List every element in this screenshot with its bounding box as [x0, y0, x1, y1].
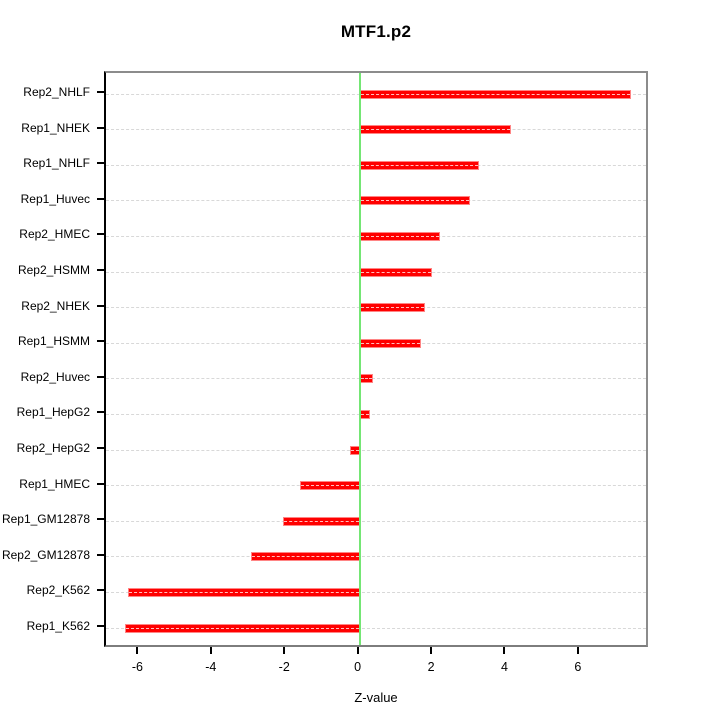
y-tick-label-Rep2_Huvec: Rep2_Huvec — [20, 369, 90, 384]
y-tick-label-Rep1_HMEC: Rep1_HMEC — [19, 476, 90, 491]
y-tick-label-Rep2_HSMM: Rep2_HSMM — [17, 263, 90, 277]
y-tick-label-Rep2_NHLF: Rep2_NHLF — [23, 85, 90, 99]
y-axis-tick — [97, 197, 104, 200]
x-axis-title: Z-value — [354, 690, 398, 705]
y-axis-tick — [97, 91, 104, 93]
y-tick-label-Rep1_NHLF: Rep1_NHLF — [23, 156, 90, 171]
x-tick-label-6: 6 — [574, 660, 582, 674]
bar-Rep1_HSMM — [359, 338, 421, 348]
bar-Rep2_HMEC — [359, 231, 441, 241]
gridline-over-bar — [360, 93, 631, 95]
x-tick-label-0: 0 — [354, 660, 362, 674]
x-axis-tick — [283, 647, 286, 654]
y-axis-tick — [97, 233, 104, 236]
gridline-over-bar — [360, 342, 420, 344]
x-tick-label-2: 2 — [427, 660, 435, 674]
y-axis-tick — [97, 269, 104, 271]
x-axis-tick — [576, 647, 579, 654]
y-axis-tick — [97, 447, 104, 449]
y-axis-tick — [97, 518, 104, 521]
y-axis-tick — [97, 375, 104, 378]
y-tick-label-Rep2_K562: Rep2_K562 — [26, 583, 90, 598]
bar-Rep1_HMEC — [299, 481, 360, 491]
gridline-over-bar — [360, 378, 372, 380]
gridline-over-bar — [129, 591, 359, 593]
y-tick-label-Rep2_GM12878: Rep2_GM12878 — [1, 547, 90, 562]
y-axis-tick — [97, 126, 104, 129]
bar-Rep1_NHLF — [359, 160, 479, 170]
y-tick-label-Rep1_HepG2: Rep1_HepG2 — [16, 405, 90, 420]
x-tick-label--6: -6 — [131, 660, 143, 674]
y-tick-label-Rep1_GM12878: Rep1_GM12878 — [1, 512, 90, 527]
gridline — [106, 413, 646, 415]
x-tick-label--4: -4 — [205, 660, 217, 674]
y-tick-label-Rep2_HepG2: Rep2_HepG2 — [16, 441, 90, 455]
y-axis-tick — [97, 411, 104, 414]
x-axis-tick — [356, 647, 359, 654]
bar-Rep2_NHEK — [359, 303, 426, 313]
x-tick-label-4: 4 — [500, 660, 508, 674]
gridline — [106, 520, 646, 522]
zero-reference-line — [358, 73, 361, 645]
y-axis-tick — [97, 553, 104, 556]
bar-Rep2_Huvec — [359, 374, 373, 384]
y-tick-label-Rep2_HMEC: Rep2_HMEC — [19, 227, 90, 242]
gridline-over-bar — [351, 449, 359, 451]
bar-Rep2_HSMM — [359, 267, 433, 277]
chart-title: MTF1.p2 — [340, 22, 412, 41]
gridline — [106, 627, 646, 629]
gridline-over-bar — [360, 271, 432, 273]
y-tick-label-Rep1_Huvec: Rep1_Huvec — [20, 191, 90, 206]
gridline — [106, 449, 646, 451]
gridline — [106, 591, 646, 593]
gridline-over-bar — [360, 164, 478, 166]
plot-box — [104, 71, 648, 647]
x-axis-tick — [503, 647, 506, 654]
y-axis-tick — [97, 162, 104, 165]
x-axis-tick — [136, 647, 139, 654]
gridline-over-bar — [360, 200, 470, 202]
y-tick-label-Rep1_K562: Rep1_K562 — [26, 619, 90, 633]
gridline-over-bar — [360, 235, 440, 237]
gridline-over-bar — [360, 129, 511, 131]
y-axis-tick — [97, 625, 104, 627]
bar-Rep1_GM12878 — [283, 516, 360, 526]
bar-Rep1_NHEK — [359, 125, 512, 135]
y-tick-label-Rep2_NHEK: Rep2_NHEK — [21, 298, 90, 313]
gridline — [106, 485, 646, 487]
gridline-over-bar — [284, 520, 359, 522]
bar-Rep1_Huvec — [359, 196, 471, 206]
x-axis-tick — [209, 647, 212, 654]
y-tick-label-Rep1_NHEK: Rep1_NHEK — [21, 120, 90, 135]
bar-Rep2_GM12878 — [251, 552, 360, 562]
gridline — [106, 556, 646, 558]
y-tick-label-Rep1_HSMM: Rep1_HSMM — [17, 334, 90, 349]
bar-Rep1_HepG2 — [359, 409, 370, 419]
y-axis-tick — [97, 482, 104, 485]
x-axis-tick — [430, 647, 433, 654]
gridline-over-bar — [252, 556, 359, 558]
bar-Rep2_K562 — [128, 587, 360, 597]
plot-area — [106, 73, 646, 645]
y-axis-tick — [97, 589, 104, 592]
gridline-over-bar — [360, 307, 425, 309]
bar-Rep2_NHLF — [359, 89, 632, 99]
bar-Rep1_K562 — [125, 623, 360, 633]
gridline-over-bar — [126, 627, 359, 629]
x-tick-label--2: -2 — [278, 660, 290, 674]
y-axis-tick — [97, 340, 104, 343]
gridline-over-bar — [360, 413, 369, 415]
gridline-over-bar — [300, 485, 359, 487]
y-axis-tick — [97, 304, 104, 307]
gridline — [106, 378, 646, 380]
